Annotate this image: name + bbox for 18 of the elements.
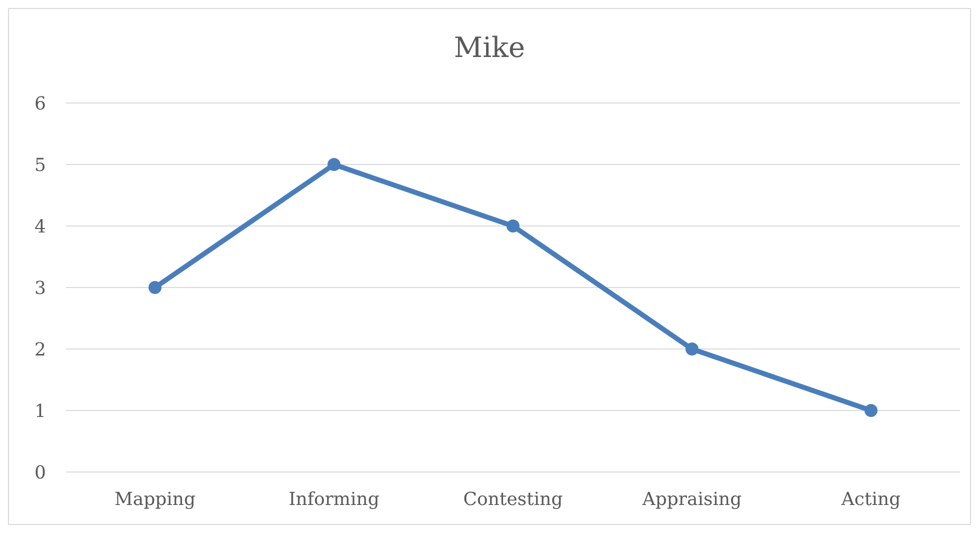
x-tick-label: Informing: [288, 488, 380, 510]
y-tick-label: 3: [34, 278, 46, 299]
y-tick-label: 5: [34, 154, 46, 176]
x-tick-label: Contesting: [463, 488, 563, 510]
y-tick-label: 0: [34, 462, 46, 484]
chart-title: Mike: [452, 31, 526, 64]
point: [686, 342, 698, 356]
x-tick-label: Acting: [840, 488, 901, 510]
x-tick-label: Mapping: [114, 488, 196, 510]
y-tick-label: 4: [34, 216, 46, 238]
x-tick-label: Appraising: [641, 488, 742, 510]
point: [328, 158, 340, 171]
point: [148, 281, 162, 294]
y-tick-label: 1: [34, 400, 46, 422]
y-tick-label: 6: [34, 93, 46, 114]
point: [506, 220, 520, 232]
point: [864, 404, 878, 417]
y-tick-label: 2: [34, 339, 46, 360]
